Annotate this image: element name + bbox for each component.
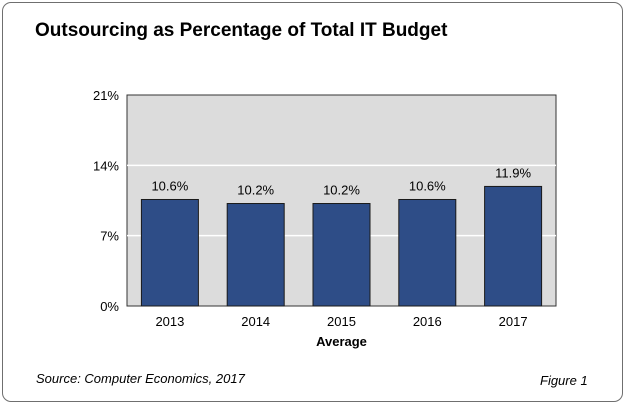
data-label: 11.9% <box>495 165 531 180</box>
bar <box>398 198 457 307</box>
x-axis-label: Average <box>316 334 367 349</box>
data-label: 10.6% <box>409 178 446 193</box>
data-label: 10.6% <box>151 178 188 193</box>
y-tick-label: 21% <box>93 88 119 103</box>
bar <box>226 203 285 307</box>
bar <box>484 185 543 307</box>
y-tick-label: 14% <box>93 158 119 173</box>
bar <box>312 203 371 307</box>
figure-label: Figure 1 <box>540 373 588 388</box>
y-tick-label: 0% <box>100 299 119 314</box>
chart-title: Outsourcing as Percentage of Total IT Bu… <box>35 20 448 41</box>
source-note: Source: Computer Economics, 2017 <box>36 371 245 386</box>
y-axis-ticks: 0% 7% 14% 21% <box>93 88 119 314</box>
data-label: 10.2% <box>237 183 274 198</box>
data-label: 10.2% <box>323 183 360 198</box>
x-tick-label: 2014 <box>241 314 270 329</box>
x-tick-label: 2015 <box>327 314 356 329</box>
x-tick-label: 2013 <box>155 314 184 329</box>
bars <box>140 185 543 307</box>
x-tick-label: 2016 <box>413 314 442 329</box>
y-tick-label: 7% <box>100 229 119 244</box>
x-axis-ticks: 2013 2014 2015 2016 2017 <box>155 314 527 329</box>
data-labels: 10.6% 10.2% 10.2% 10.6% 11.9% <box>151 165 531 197</box>
x-tick-label: 2017 <box>499 314 528 329</box>
bar <box>140 198 199 307</box>
